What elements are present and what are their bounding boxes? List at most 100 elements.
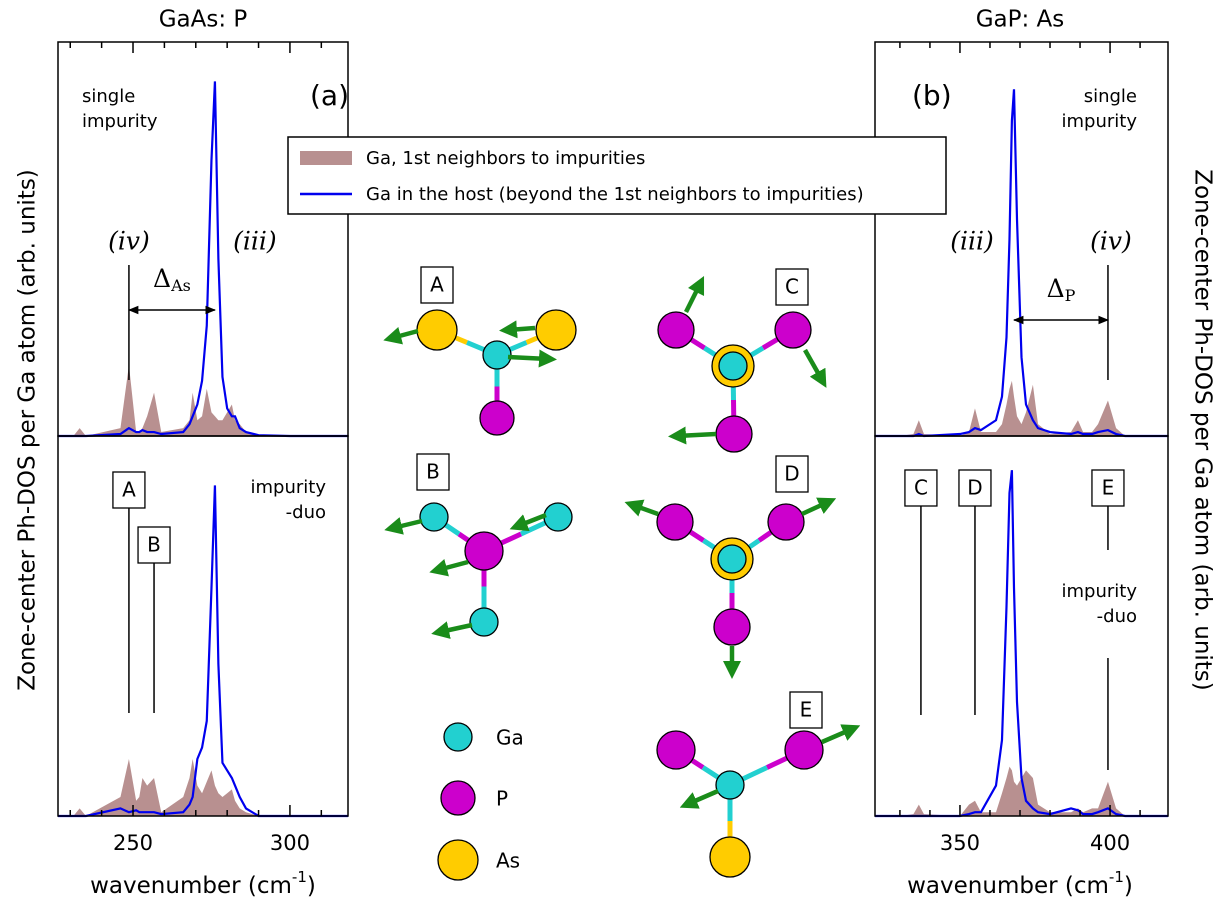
mode-box <box>775 268 809 306</box>
x-tick-label: 250 <box>113 831 153 855</box>
delta-symbol: Δ <box>153 264 171 293</box>
displacement-arrow <box>429 558 469 577</box>
atom <box>416 309 458 351</box>
atom <box>535 309 577 351</box>
mode-label: A <box>430 273 444 297</box>
displacement-arrow <box>668 426 717 445</box>
y-axis-label: Zone-center Ph-DOS per Ga atom (arb. uni… <box>1190 169 1216 691</box>
species-label: P <box>496 787 508 811</box>
legend-label: Ga, 1st neighbors to impurities <box>366 148 645 169</box>
mode-label: B <box>426 460 440 484</box>
displacement-arrow <box>431 621 473 639</box>
mode-diagram: E <box>656 691 861 878</box>
panel-note: -duo <box>286 502 326 523</box>
mode-label: C <box>785 275 799 299</box>
mode-box <box>416 453 450 491</box>
line-series <box>58 81 348 438</box>
atom <box>718 351 748 381</box>
area-series <box>58 759 348 816</box>
displacement-arrow <box>509 512 547 532</box>
mode-label: D <box>784 462 799 486</box>
x-axis-label-end: ) <box>1124 873 1133 899</box>
atom <box>657 311 695 349</box>
mode-diagram: C <box>657 268 827 453</box>
marker-label: B <box>147 533 161 557</box>
marker-label: A <box>122 478 136 502</box>
mode-box <box>775 455 809 493</box>
axes-frame <box>874 435 1169 817</box>
species-label: As <box>496 849 520 873</box>
atom <box>479 400 515 436</box>
atom <box>713 608 751 646</box>
atom <box>469 607 499 637</box>
atom <box>656 503 694 541</box>
line-series <box>875 89 1168 438</box>
marker-label: D <box>967 476 982 500</box>
line-series <box>875 470 1168 818</box>
mode-box <box>420 266 454 304</box>
atom <box>709 836 751 878</box>
displacement-arrow <box>821 724 861 745</box>
atom <box>419 502 449 532</box>
x-axis-label: wavenumber (cm-1) <box>90 868 316 899</box>
atom <box>767 503 805 541</box>
panel-note: single <box>82 86 135 107</box>
atom <box>464 531 504 571</box>
displacement-arrow <box>803 348 827 388</box>
atom <box>715 415 753 453</box>
peak-label: (iii) <box>950 227 994 256</box>
panel-title: GaP: As <box>976 7 1065 33</box>
panel-label: (b) <box>912 79 952 112</box>
mode-label: E <box>800 698 813 722</box>
delta-label: ΔAs <box>153 264 191 295</box>
panel-note: impurity <box>251 477 327 498</box>
atom <box>656 730 696 770</box>
atom <box>482 340 512 370</box>
plots: GaAs: P Zone-center Ph-DOS per Ga atom (a… <box>15 7 1216 899</box>
displacement-arrow <box>383 326 419 345</box>
legend-swatch <box>300 151 352 165</box>
panel: GaAs: P Zone-center Ph-DOS per Ga atom (a… <box>15 7 350 691</box>
x-axis-label-end: ) <box>307 873 316 899</box>
panel-label: (a) <box>310 79 349 112</box>
delta-sub: P <box>1065 286 1076 305</box>
displacement-arrow <box>683 275 705 314</box>
atom <box>774 311 812 349</box>
delta-sub: As <box>170 276 191 295</box>
panel-note: -duo <box>1097 606 1137 627</box>
peak-label: (iv) <box>108 227 150 256</box>
panel: GaP: As Zone-center Ph-DOS per Ga atom (a… <box>874 7 1216 691</box>
panel-note: single <box>1084 86 1137 107</box>
displacement-arrow <box>507 349 557 368</box>
panel-note: impurity <box>1062 111 1138 132</box>
atom <box>784 730 824 770</box>
x-tick-label: 400 <box>1090 831 1130 855</box>
mode-diagram: A <box>383 266 577 436</box>
panel: 250 300 wavenumber (cm-1) impurity -duo A B <box>57 435 349 899</box>
legend-box <box>287 136 947 215</box>
marker-label: E <box>1102 476 1115 500</box>
mode-diagram: B <box>384 453 573 639</box>
marker-box <box>904 469 938 507</box>
panel-title: GaAs: P <box>159 7 248 33</box>
x-axis-label-sup: -1 <box>1109 868 1124 886</box>
peak-label: (iv) <box>1090 227 1132 256</box>
species-label: Ga <box>496 726 524 750</box>
mode-box <box>789 691 823 729</box>
delta-symbol: Δ <box>1047 274 1065 303</box>
vibration-diagrams: A B C D E Ga P As <box>383 266 861 881</box>
species-swatch <box>443 722 473 752</box>
atom <box>543 502 573 532</box>
area-series <box>58 365 348 436</box>
x-axis-label-text: wavenumber (cm <box>907 873 1109 899</box>
area-series <box>875 380 1168 436</box>
peak-label: (iii) <box>233 227 277 256</box>
species-swatch <box>437 839 479 881</box>
delta-label: ΔP <box>1047 274 1076 305</box>
y-axis-label: Zone-center Ph-DOS per Ga atom (arb. uni… <box>15 169 41 691</box>
legend-label: Ga in the host (beyond the 1st neighbors… <box>366 184 864 205</box>
panel: 350 400 wavenumber (cm-1) impurity -duo C D E <box>874 435 1169 899</box>
x-axis-label-sup: -1 <box>292 868 307 886</box>
